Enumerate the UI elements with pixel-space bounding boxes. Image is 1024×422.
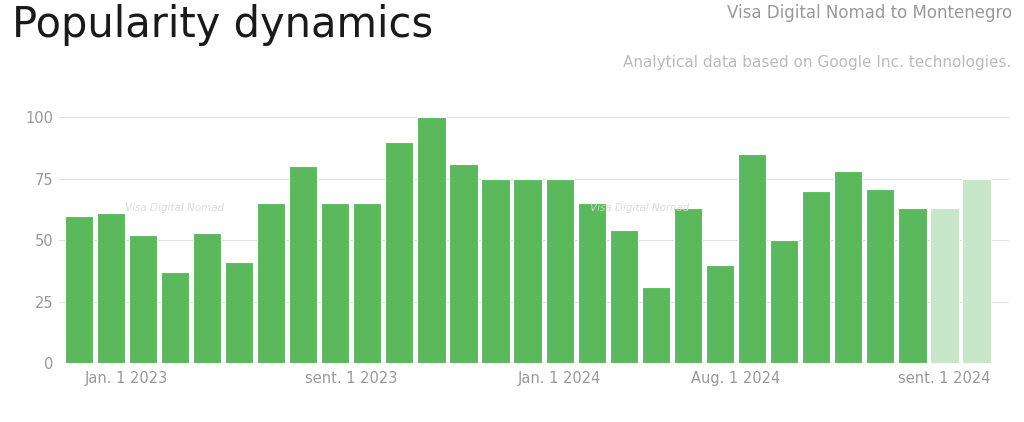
Text: Analytical data based on Google Inc. technologies.: Analytical data based on Google Inc. tec… [624,55,1012,70]
Bar [257,203,285,363]
Bar [129,235,157,363]
Text: Visa Digital Nomad: Visa Digital Nomad [590,203,689,213]
Bar [96,213,125,363]
Bar [738,154,766,363]
Bar [353,203,381,363]
Bar [225,262,253,363]
Bar [161,272,189,363]
Bar [866,189,895,363]
Bar [418,117,445,363]
Bar [642,287,670,363]
Bar [770,240,799,363]
Bar [578,203,606,363]
Bar [609,230,638,363]
Bar [481,179,510,363]
Bar [706,265,734,363]
Bar [546,179,573,363]
Bar [931,208,958,363]
Text: Visa Digital Nomad to Montenegro: Visa Digital Nomad to Montenegro [727,4,1012,22]
Bar [963,179,990,363]
Bar [674,208,702,363]
Bar [289,167,317,363]
Text: Popularity dynamics: Popularity dynamics [12,4,433,46]
Bar [322,203,349,363]
Bar [802,191,830,363]
Bar [898,208,927,363]
Bar [835,171,862,363]
Text: Visa Digital Nomad: Visa Digital Nomad [125,203,224,213]
Bar [450,164,477,363]
Bar [193,233,221,363]
Bar [65,216,93,363]
Bar [385,142,414,363]
Bar [513,179,542,363]
